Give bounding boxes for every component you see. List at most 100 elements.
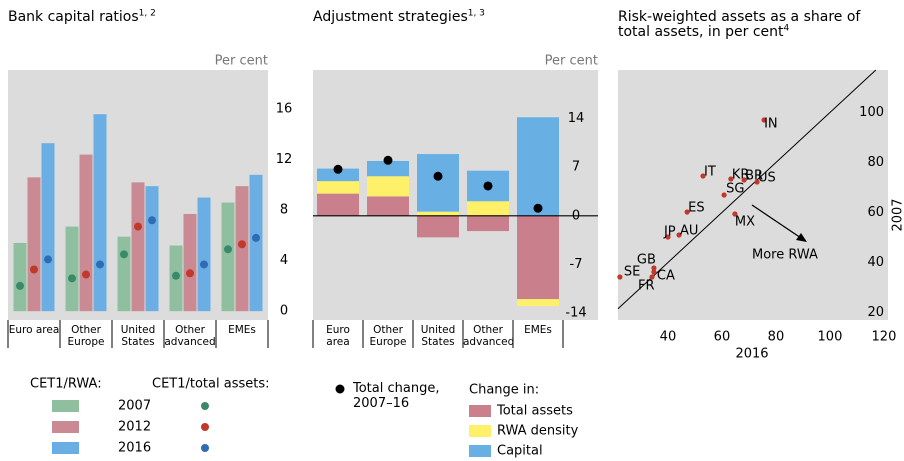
diagonal: [617, 69, 877, 310]
legend-label: Total assets: [496, 404, 573, 419]
dot: [224, 245, 232, 254]
bar: [183, 213, 197, 312]
point-label: FR: [638, 279, 655, 294]
legend-swatch: [52, 442, 79, 454]
title-superscript: 1, 2: [138, 8, 156, 19]
point: [684, 209, 690, 215]
bar-segment: [367, 196, 409, 216]
bar: [41, 143, 55, 312]
bar: [117, 236, 131, 312]
point: [732, 211, 738, 217]
y-tick-label: -14: [565, 306, 586, 321]
point: [651, 265, 657, 271]
point: [651, 269, 657, 275]
chart-title: Adjustment strategies1, 3: [313, 8, 593, 25]
title-superscript: 1, 3: [467, 8, 485, 19]
bar: [197, 197, 211, 312]
dot: [82, 270, 90, 279]
bar-segment: [367, 176, 409, 197]
dot: [16, 281, 24, 290]
y-tick-label: -7: [570, 257, 583, 272]
bar: [145, 186, 159, 312]
x-tick-label: EMEs: [524, 324, 552, 336]
x-tick-label: Other advanced: [164, 324, 216, 348]
total-dot: [433, 171, 443, 181]
legend-label: 2012: [118, 420, 151, 435]
legend-swatch: [52, 421, 79, 433]
point-label: IN: [764, 117, 778, 132]
point-label: CA: [657, 269, 675, 284]
x-tick-label: 120: [872, 330, 897, 345]
bar-segment: [417, 211, 459, 216]
bar-segment: [367, 160, 409, 177]
y-tick-label: 60: [867, 205, 884, 220]
point: [754, 179, 760, 185]
bar: [13, 242, 27, 312]
legend-label: 2007: [118, 399, 151, 414]
point-label: GB: [637, 253, 656, 268]
bar-segment: [417, 154, 459, 212]
x-tick-label: 40: [660, 330, 677, 345]
x-tick-label: Other Europe: [369, 324, 407, 348]
legend-title: Change in:: [469, 383, 539, 398]
bar: [249, 174, 263, 312]
dot: [96, 260, 104, 269]
bar-segment: [417, 215, 459, 238]
bar: [131, 182, 145, 312]
legend-swatch: [469, 445, 491, 457]
bar: [221, 202, 235, 312]
point: [665, 234, 671, 240]
y-tick-label: 100: [859, 105, 884, 120]
bar: [93, 114, 107, 312]
y-axis-label: 2007: [891, 198, 904, 231]
y-tick-label: 7: [572, 160, 580, 175]
bar-segment: [317, 168, 359, 182]
point-label: MX: [735, 215, 755, 230]
x-tick-label: Other advanced: [463, 324, 515, 348]
point-label: SG: [726, 182, 744, 197]
dot: [186, 269, 194, 278]
point-label: IT: [704, 165, 716, 180]
dot: [134, 222, 142, 231]
legend-label: RWA density: [497, 424, 579, 439]
point-label: AU: [680, 224, 698, 239]
point-label: SE: [624, 265, 640, 280]
point-label: ES: [688, 201, 704, 216]
x-tick-label: EMEs: [228, 324, 256, 336]
x-tick-label: 60: [714, 330, 731, 345]
y-unit: Per cent: [215, 54, 268, 69]
dot: [148, 216, 156, 225]
y-tick-label: 4: [280, 253, 288, 268]
legend-swatch: [52, 400, 79, 412]
bar-segment: [517, 215, 559, 300]
bar-segment: [517, 117, 559, 216]
dot: [30, 265, 38, 274]
legend-dot: [201, 423, 209, 431]
arrow-head: [796, 233, 807, 242]
bar-segment: [317, 193, 359, 216]
chart-title: Risk-weighted assets as a share of total…: [618, 10, 868, 40]
point-label: US: [758, 171, 776, 186]
y-tick-label: 0: [572, 208, 580, 223]
dot: [238, 240, 246, 249]
y-tick-label: 8: [280, 203, 288, 218]
legend-title: CET1/RWA:: [30, 377, 102, 392]
legend-swatch: [469, 405, 491, 417]
title-text: Bank capital ratios: [8, 9, 139, 25]
arrow: [751, 204, 805, 241]
y-unit: Per cent: [545, 54, 598, 69]
x-tick-label: Euro area: [8, 324, 60, 336]
y-tick-label: 80: [867, 155, 884, 170]
bar-segment: [517, 299, 559, 307]
bar-segment: [317, 181, 359, 194]
title-text: Adjustment strategies: [313, 9, 468, 25]
dot: [68, 274, 76, 283]
point: [700, 173, 706, 179]
y-tick-label: 16: [276, 102, 293, 117]
chart-title: Bank capital ratios1, 2: [8, 8, 288, 25]
y-tick-label: 20: [867, 305, 884, 320]
x-tick-label: United States: [420, 324, 456, 348]
legend-swatch: [469, 425, 491, 437]
